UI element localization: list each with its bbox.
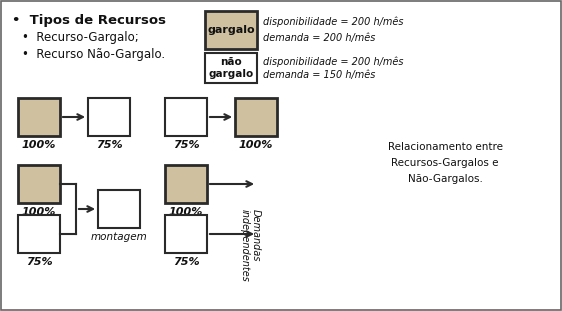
Bar [88,98,130,136]
Text: 75%: 75% [96,140,123,150]
Text: demanda = 200 h/mês: demanda = 200 h/mês [263,33,375,43]
Text: 100%: 100% [239,140,273,150]
Bar [165,215,207,253]
Text: montagem: montagem [90,232,147,242]
Bar [18,98,60,136]
Text: 75%: 75% [173,140,200,150]
Text: 75%: 75% [26,257,52,267]
Bar [18,215,60,253]
Text: Relacionamento entre
Recursos-Gargalos e
Não-Gargalos.: Relacionamento entre Recursos-Gargalos e… [388,142,502,183]
Text: disponibilidade = 200 h/mês: disponibilidade = 200 h/mês [263,56,404,67]
Text: gargalo: gargalo [207,25,255,35]
Bar [165,165,207,203]
Bar [98,190,140,228]
Text: disponibilidade = 200 h/mês: disponibilidade = 200 h/mês [263,16,404,27]
Text: 75%: 75% [173,257,200,267]
Bar [18,165,60,203]
Text: 100%: 100% [22,207,56,217]
Text: Demandas
independentes: Demandas independentes [239,209,261,282]
Text: •  Recurso-Gargalo;: • Recurso-Gargalo; [22,31,139,44]
Bar [235,98,277,136]
Bar [165,98,207,136]
Bar [205,53,257,83]
Text: •  Tipos de Recursos: • Tipos de Recursos [12,14,166,27]
Bar [205,11,257,49]
Text: não
gargalo: não gargalo [209,57,253,79]
Text: •  Recurso Não-Gargalo.: • Recurso Não-Gargalo. [22,48,165,61]
Text: 100%: 100% [22,140,56,150]
Text: 100%: 100% [169,207,203,217]
Text: demanda = 150 h/mês: demanda = 150 h/mês [263,70,375,80]
